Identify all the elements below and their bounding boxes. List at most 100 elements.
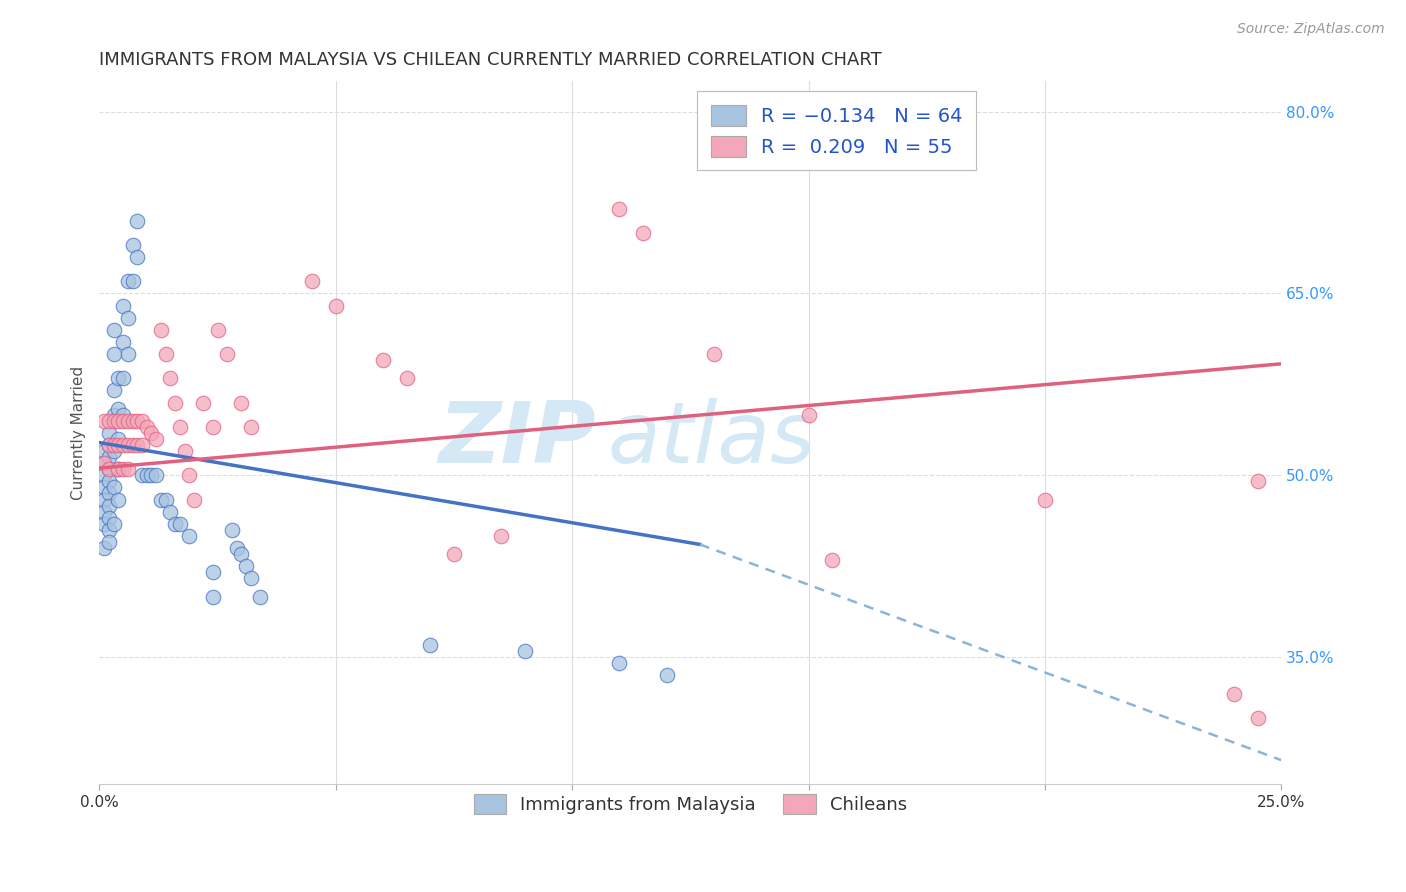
Point — [1033, 492, 1056, 507]
Point — [103, 408, 125, 422]
Point — [121, 414, 143, 428]
Point — [169, 420, 191, 434]
Point — [112, 334, 135, 349]
Point — [225, 541, 247, 555]
Point — [443, 547, 465, 561]
Point — [231, 395, 253, 409]
Point — [97, 535, 120, 549]
Point — [97, 438, 120, 452]
Point — [103, 384, 125, 398]
Point — [145, 468, 167, 483]
Point — [179, 468, 201, 483]
Point — [221, 523, 243, 537]
Point — [207, 323, 229, 337]
Point — [1247, 711, 1270, 725]
Point — [112, 408, 135, 422]
Point — [159, 371, 181, 385]
Point — [201, 590, 224, 604]
Point — [117, 462, 139, 476]
Point — [93, 480, 115, 494]
Point — [93, 505, 115, 519]
Point — [249, 590, 271, 604]
Point — [395, 371, 418, 385]
Point — [135, 468, 157, 483]
Point — [127, 438, 149, 452]
Point — [135, 420, 157, 434]
Point — [117, 438, 139, 452]
Point — [165, 516, 187, 531]
Point — [93, 456, 115, 470]
Point — [107, 401, 129, 416]
Point — [821, 553, 844, 567]
Point — [107, 462, 129, 476]
Point — [117, 347, 139, 361]
Point — [117, 310, 139, 325]
Point — [655, 668, 678, 682]
Point — [419, 638, 441, 652]
Point — [121, 238, 143, 252]
Point — [97, 499, 120, 513]
Y-axis label: Currently Married: Currently Married — [72, 366, 86, 500]
Point — [301, 274, 323, 288]
Point — [235, 559, 257, 574]
Point — [97, 486, 120, 500]
Point — [97, 414, 120, 428]
Point — [103, 438, 125, 452]
Point — [141, 425, 163, 440]
Point — [165, 395, 187, 409]
Point — [103, 414, 125, 428]
Point — [107, 432, 129, 446]
Point — [112, 438, 135, 452]
Text: atlas: atlas — [607, 399, 815, 482]
Point — [239, 571, 262, 585]
Point — [131, 468, 153, 483]
Point — [93, 492, 115, 507]
Text: ZIP: ZIP — [439, 399, 596, 482]
Point — [97, 462, 120, 476]
Point — [112, 462, 135, 476]
Point — [103, 480, 125, 494]
Point — [145, 432, 167, 446]
Point — [97, 450, 120, 464]
Point — [117, 414, 139, 428]
Point — [131, 414, 153, 428]
Point — [231, 547, 253, 561]
Point — [149, 492, 172, 507]
Point — [117, 274, 139, 288]
Point — [1247, 475, 1270, 489]
Point — [107, 438, 129, 452]
Point — [97, 475, 120, 489]
Point — [103, 347, 125, 361]
Point — [112, 414, 135, 428]
Point — [127, 250, 149, 264]
Point — [107, 414, 129, 428]
Point — [159, 505, 181, 519]
Point — [107, 492, 129, 507]
Point — [325, 299, 347, 313]
Point — [103, 323, 125, 337]
Point — [193, 395, 215, 409]
Point — [97, 462, 120, 476]
Point — [93, 444, 115, 458]
Point — [131, 438, 153, 452]
Point — [183, 492, 205, 507]
Point — [239, 420, 262, 434]
Point — [149, 323, 172, 337]
Point — [93, 516, 115, 531]
Point — [121, 274, 143, 288]
Point — [97, 523, 120, 537]
Point — [97, 510, 120, 524]
Point — [169, 516, 191, 531]
Point — [127, 213, 149, 227]
Point — [121, 438, 143, 452]
Point — [97, 438, 120, 452]
Text: IMMIGRANTS FROM MALAYSIA VS CHILEAN CURRENTLY MARRIED CORRELATION CHART: IMMIGRANTS FROM MALAYSIA VS CHILEAN CURR… — [100, 51, 882, 69]
Point — [217, 347, 239, 361]
Point — [103, 516, 125, 531]
Point — [127, 414, 149, 428]
Point — [703, 347, 725, 361]
Point — [107, 462, 129, 476]
Point — [201, 566, 224, 580]
Point — [97, 425, 120, 440]
Point — [93, 541, 115, 555]
